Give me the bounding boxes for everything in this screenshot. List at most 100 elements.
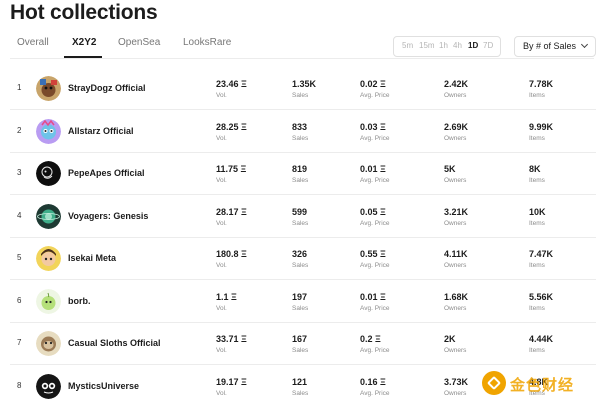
sales-stat-label: Sales — [292, 220, 309, 227]
avg-price-stat-label: Avg. Price — [360, 220, 390, 227]
collection-name[interactable]: Casual Sloths Official — [68, 338, 161, 348]
time-filter-5m[interactable]: 5m — [402, 41, 414, 50]
anime-avatar-icon — [36, 246, 61, 271]
collection-row[interactable]: 7 Casual Sloths Official 33.71 Ξ Vol. 167 Sal… — [10, 323, 596, 365]
sales-stat-label: Sales — [292, 135, 309, 142]
owners-stat-value: 2.69K — [444, 122, 469, 132]
items-stat: 7.78K Items — [529, 78, 553, 100]
avg-price-stat-label: Avg. Price — [360, 390, 390, 397]
mystic-avatar-icon — [36, 374, 61, 399]
avg-price-stat-value: 0.16 Ξ — [360, 377, 386, 387]
collection-row[interactable]: 6 borb. 1.1 Ξ Vol. 197 Sales 0.01 Ξ Avg. Price 1… — [10, 281, 596, 323]
volume-stat-value: 19.17 Ξ — [216, 377, 247, 387]
volume-stat-label: Vol. — [216, 390, 227, 397]
collection-name[interactable]: Isekai Meta — [68, 253, 117, 263]
owners-stat-label: Owners — [444, 92, 467, 99]
row-rank: 3 — [17, 168, 22, 177]
sales-stat-label: Sales — [292, 347, 309, 354]
sales-stat-value: 121 — [292, 377, 308, 387]
items-stat-value: 7.47K — [529, 249, 554, 259]
time-filter-1d[interactable]: 1D — [468, 41, 479, 50]
sales-stat: 1.35K Sales — [292, 78, 316, 100]
owners-stat: 4.11K Owners — [444, 248, 468, 270]
avg-price-stat: 0.03 Ξ Avg. Price — [360, 121, 390, 143]
bird-avatar-icon — [36, 289, 61, 314]
header-divider — [10, 58, 594, 59]
tab-opensea[interactable]: OpenSea — [118, 37, 161, 48]
volume-stat: 1.1 Ξ Vol. — [216, 291, 237, 313]
items-stat-label: Items — [529, 220, 545, 227]
sales-stat-label: Sales — [292, 390, 309, 397]
avg-price-stat-label: Avg. Price — [360, 305, 390, 312]
collection-name[interactable]: borb. — [68, 296, 91, 306]
volume-stat: 11.75 Ξ Vol. — [216, 163, 246, 185]
collection-row[interactable]: 5 Isekai Meta 180.8 Ξ Vol. 326 Sales 0.55 Ξ Avg… — [10, 238, 596, 280]
active-tab-indicator — [64, 56, 102, 58]
tab-x2y2[interactable]: X2Y2 — [72, 37, 97, 48]
sales-stat: 121 Sales — [292, 376, 308, 398]
owners-stat-value: 4.11K — [444, 249, 468, 259]
items-stat-label: Items — [529, 305, 545, 312]
owners-stat-label: Owners — [444, 347, 467, 354]
items-stat-label: Items — [529, 262, 545, 269]
avg-price-stat-label: Avg. Price — [360, 177, 390, 184]
items-stat: 8K Items — [529, 163, 545, 185]
collection-row[interactable]: 4 Voyagers: Genesis 28.17 Ξ Vol. 599 Sales 0.0… — [10, 196, 596, 238]
collection-row[interactable]: 1 StrayDogz Official 23.46 Ξ Vol. 1.35K Sales… — [10, 68, 596, 110]
volume-stat: 19.17 Ξ Vol. — [216, 376, 247, 398]
time-filter-4h[interactable]: 4h — [453, 41, 462, 50]
collection-name[interactable]: Voyagers: Genesis — [68, 211, 149, 221]
avg-price-stat-value: 0.01 Ξ — [360, 292, 386, 302]
sort-dropdown[interactable]: By # of Sales — [514, 36, 596, 57]
owners-stat-label: Owners — [444, 220, 467, 227]
items-stat-value: 10K — [529, 207, 546, 217]
volume-stat: 23.46 Ξ Vol. — [216, 78, 247, 100]
sales-stat-value: 819 — [292, 164, 308, 174]
star-avatar-icon — [36, 119, 61, 144]
tab-looksrare[interactable]: LooksRare — [183, 37, 232, 48]
items-stat: 9.99K Items — [529, 121, 553, 143]
planet-avatar-icon — [36, 204, 61, 229]
avg-price-stat: 0.01 Ξ Avg. Price — [360, 291, 390, 313]
row-rank: 2 — [17, 126, 22, 135]
volume-stat-label: Vol. — [216, 177, 227, 184]
items-stat: 4.8K Items — [529, 376, 548, 398]
gold-finance-logo-icon — [482, 371, 506, 395]
owners-stat-value: 5K — [444, 164, 456, 174]
items-stat: 10K Items — [529, 206, 546, 228]
collection-name[interactable]: PepeApes Official — [68, 168, 145, 178]
time-filter-7d[interactable]: 7D — [483, 41, 494, 50]
row-rank: 7 — [17, 338, 22, 347]
volume-stat-value: 28.17 Ξ — [216, 207, 247, 217]
avg-price-stat: 0.05 Ξ Avg. Price — [360, 206, 390, 228]
sales-stat: 326 Sales — [292, 248, 308, 270]
sales-stat: 833 Sales — [292, 121, 308, 143]
time-filter-15m[interactable]: 15m — [419, 41, 435, 50]
avg-price-stat-label: Avg. Price — [360, 92, 390, 99]
collection-name[interactable]: StrayDogz Official — [68, 83, 146, 93]
collection-name[interactable]: MysticsUniverse — [68, 381, 140, 391]
collection-row[interactable]: 2 Allstarz Official 28.25 Ξ Vol. 833 Sales 0.0… — [10, 111, 596, 153]
collection-row[interactable]: 3 PepeApes Official 11.75 Ξ Vol. 819 Sales 0.0… — [10, 153, 596, 195]
owners-stat-label: Owners — [444, 135, 467, 142]
time-filter-1h[interactable]: 1h — [439, 41, 448, 50]
volume-stat-value: 28.25 Ξ — [216, 122, 247, 132]
items-stat-value: 5.56K — [529, 292, 554, 302]
items-stat-label: Items — [529, 177, 545, 184]
collection-name[interactable]: Allstarz Official — [68, 126, 134, 136]
sales-stat-value: 167 — [292, 334, 308, 344]
avg-price-stat: 0.55 Ξ Avg. Price — [360, 248, 390, 270]
owners-stat-label: Owners — [444, 305, 467, 312]
avg-price-stat-label: Avg. Price — [360, 347, 390, 354]
sales-stat-label: Sales — [292, 305, 309, 312]
sales-stat-value: 833 — [292, 122, 308, 132]
tab-overall[interactable]: Overall — [17, 37, 49, 48]
avg-price-stat: 0.16 Ξ Avg. Price — [360, 376, 390, 398]
collection-row[interactable]: 8 MysticsUniverse 19.17 Ξ Vol. 121 Sales 0.16 … — [10, 366, 596, 404]
items-stat: 5.56K Items — [529, 291, 553, 313]
sort-dropdown-label: By # of Sales — [523, 41, 577, 51]
volume-stat-value: 180.8 Ξ — [216, 249, 247, 259]
avg-price-stat-value: 0.01 Ξ — [360, 164, 386, 174]
volume-stat-label: Vol. — [216, 135, 227, 142]
items-stat-value: 9.99K — [529, 122, 554, 132]
